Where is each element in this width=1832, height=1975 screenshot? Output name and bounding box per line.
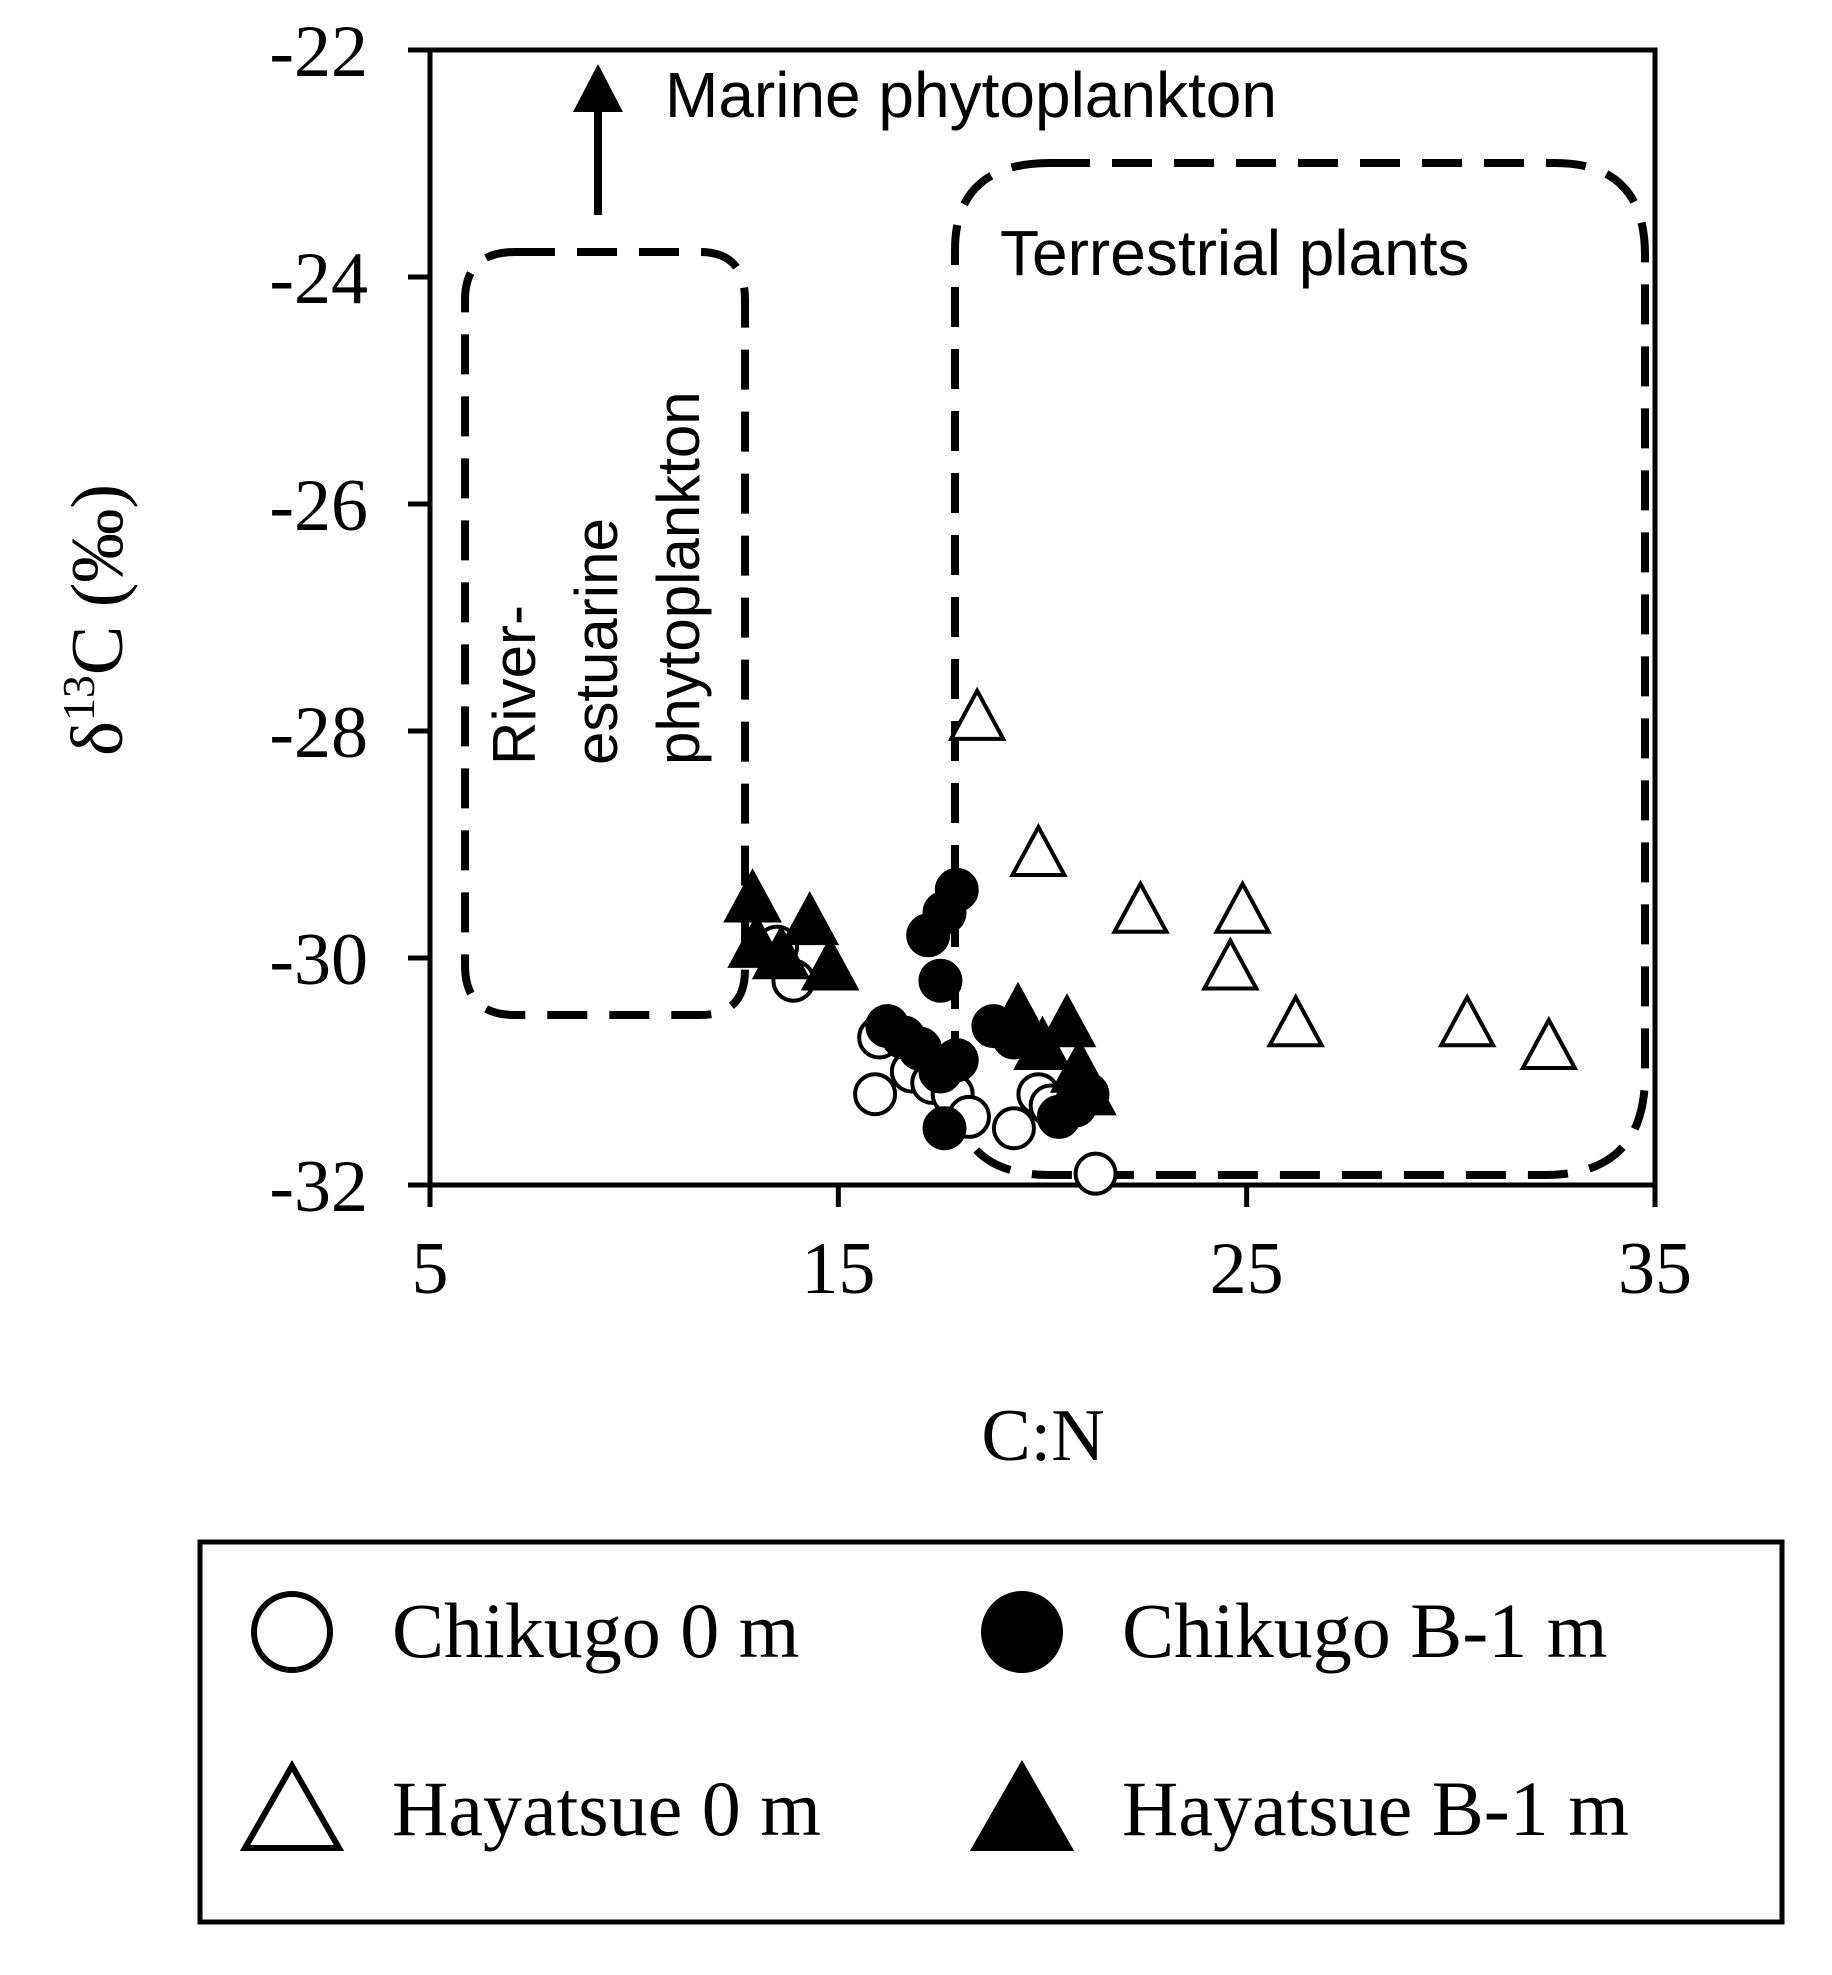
- data-markers: [723, 686, 1579, 1196]
- data-point-circle-filled: [934, 1038, 979, 1083]
- data-point-triangle-filled: [780, 890, 840, 946]
- river-annotation-line3: phytoplankton: [645, 391, 712, 765]
- y-tick-label: -24: [269, 238, 368, 320]
- data-point-triangle-open: [1437, 993, 1497, 1048]
- x-axis-title: C:N: [981, 1395, 1104, 1477]
- data-point-triangle-filled: [988, 981, 1048, 1036]
- x-axis: 5 15 25 35: [412, 1185, 1692, 1310]
- y-axis-title: δ13C (‰): [53, 484, 139, 756]
- y-axis-title-rest: C (‰): [57, 484, 139, 675]
- x-tick-label: 15: [801, 1228, 875, 1310]
- data-point-triangle-filled: [1037, 993, 1097, 1048]
- y-tick-label: -28: [269, 692, 368, 774]
- plot-frame: [427, 47, 1658, 1188]
- legend-item: Hayatsue 0 m: [239, 1759, 821, 1852]
- legend-item: Chikugo B-1 m: [981, 1587, 1607, 1674]
- data-point-circle-open: [853, 1072, 898, 1117]
- legend-label: Chikugo B-1 m: [1122, 1587, 1607, 1674]
- legend-item: Hayatsue B-1 m: [969, 1759, 1629, 1852]
- river-annotation: River- estuarine phytoplankton: [481, 391, 712, 765]
- data-point-triangle-open: [947, 686, 1007, 741]
- legend-item: Chikugo 0 m: [251, 1587, 799, 1674]
- legend-label: Hayatsue 0 m: [392, 1765, 821, 1852]
- y-tick-label: -22: [269, 11, 368, 93]
- data-point-circle-filled: [934, 867, 979, 912]
- legend-label: Hayatsue B-1 m: [1122, 1765, 1629, 1852]
- data-point-triangle-open: [1213, 879, 1272, 934]
- legend-marker-triangle-filled: [969, 1759, 1075, 1851]
- river-annotation-line1: River-: [481, 605, 548, 765]
- y-axis-title-main: δ: [57, 721, 139, 756]
- data-point-triangle-filled: [751, 925, 811, 980]
- river-annotation-line2: estuarine: [563, 518, 630, 765]
- river-estuarine-region: [461, 248, 749, 1019]
- data-point-circle-filled: [918, 958, 963, 1003]
- data-point-circle-open: [991, 1106, 1036, 1151]
- legend-label: Chikugo 0 m: [392, 1587, 799, 1674]
- legend-marker-circle-filled: [981, 1591, 1063, 1673]
- data-point-triangle-open: [1200, 936, 1260, 991]
- data-point-triangle-open: [1519, 1015, 1579, 1070]
- terrestrial-annotation: Terrestrial plants: [1000, 217, 1470, 289]
- marine-annotation: Marine phytoplankton: [665, 59, 1277, 131]
- y-axis: -22 -24 -26 -28 -30 -32: [269, 11, 430, 1228]
- y-axis-title-sup: 13: [53, 675, 104, 721]
- data-point-triangle-filled: [1058, 1061, 1117, 1116]
- data-point-triangle-open: [1266, 993, 1326, 1048]
- legend: Chikugo 0 m Chikugo B-1 m Hayatsue 0 m Haya…: [239, 1587, 1629, 1852]
- x-tick-label: 25: [1210, 1228, 1284, 1310]
- data-point-triangle-open: [1009, 822, 1068, 878]
- y-tick-label: -26: [269, 465, 368, 547]
- terrestrial-region: [951, 159, 1649, 1179]
- data-point-circle-filled: [922, 1106, 967, 1151]
- y-tick-label: -30: [269, 919, 368, 1001]
- data-point-triangle-filled: [800, 936, 860, 991]
- legend-marker-circle-open: [251, 1591, 333, 1673]
- legend-marker-triangle-open: [239, 1759, 345, 1851]
- y-tick-label: -32: [269, 1146, 368, 1228]
- x-tick-label: 5: [412, 1228, 449, 1310]
- marine-arrow-head: [573, 64, 623, 112]
- x-tick-label: 35: [1618, 1228, 1692, 1310]
- data-point-circle-open: [1073, 1151, 1118, 1196]
- data-point-triangle-filled: [723, 868, 782, 923]
- data-point-triangle-open: [1111, 879, 1170, 934]
- legend-box: [197, 1539, 1785, 1925]
